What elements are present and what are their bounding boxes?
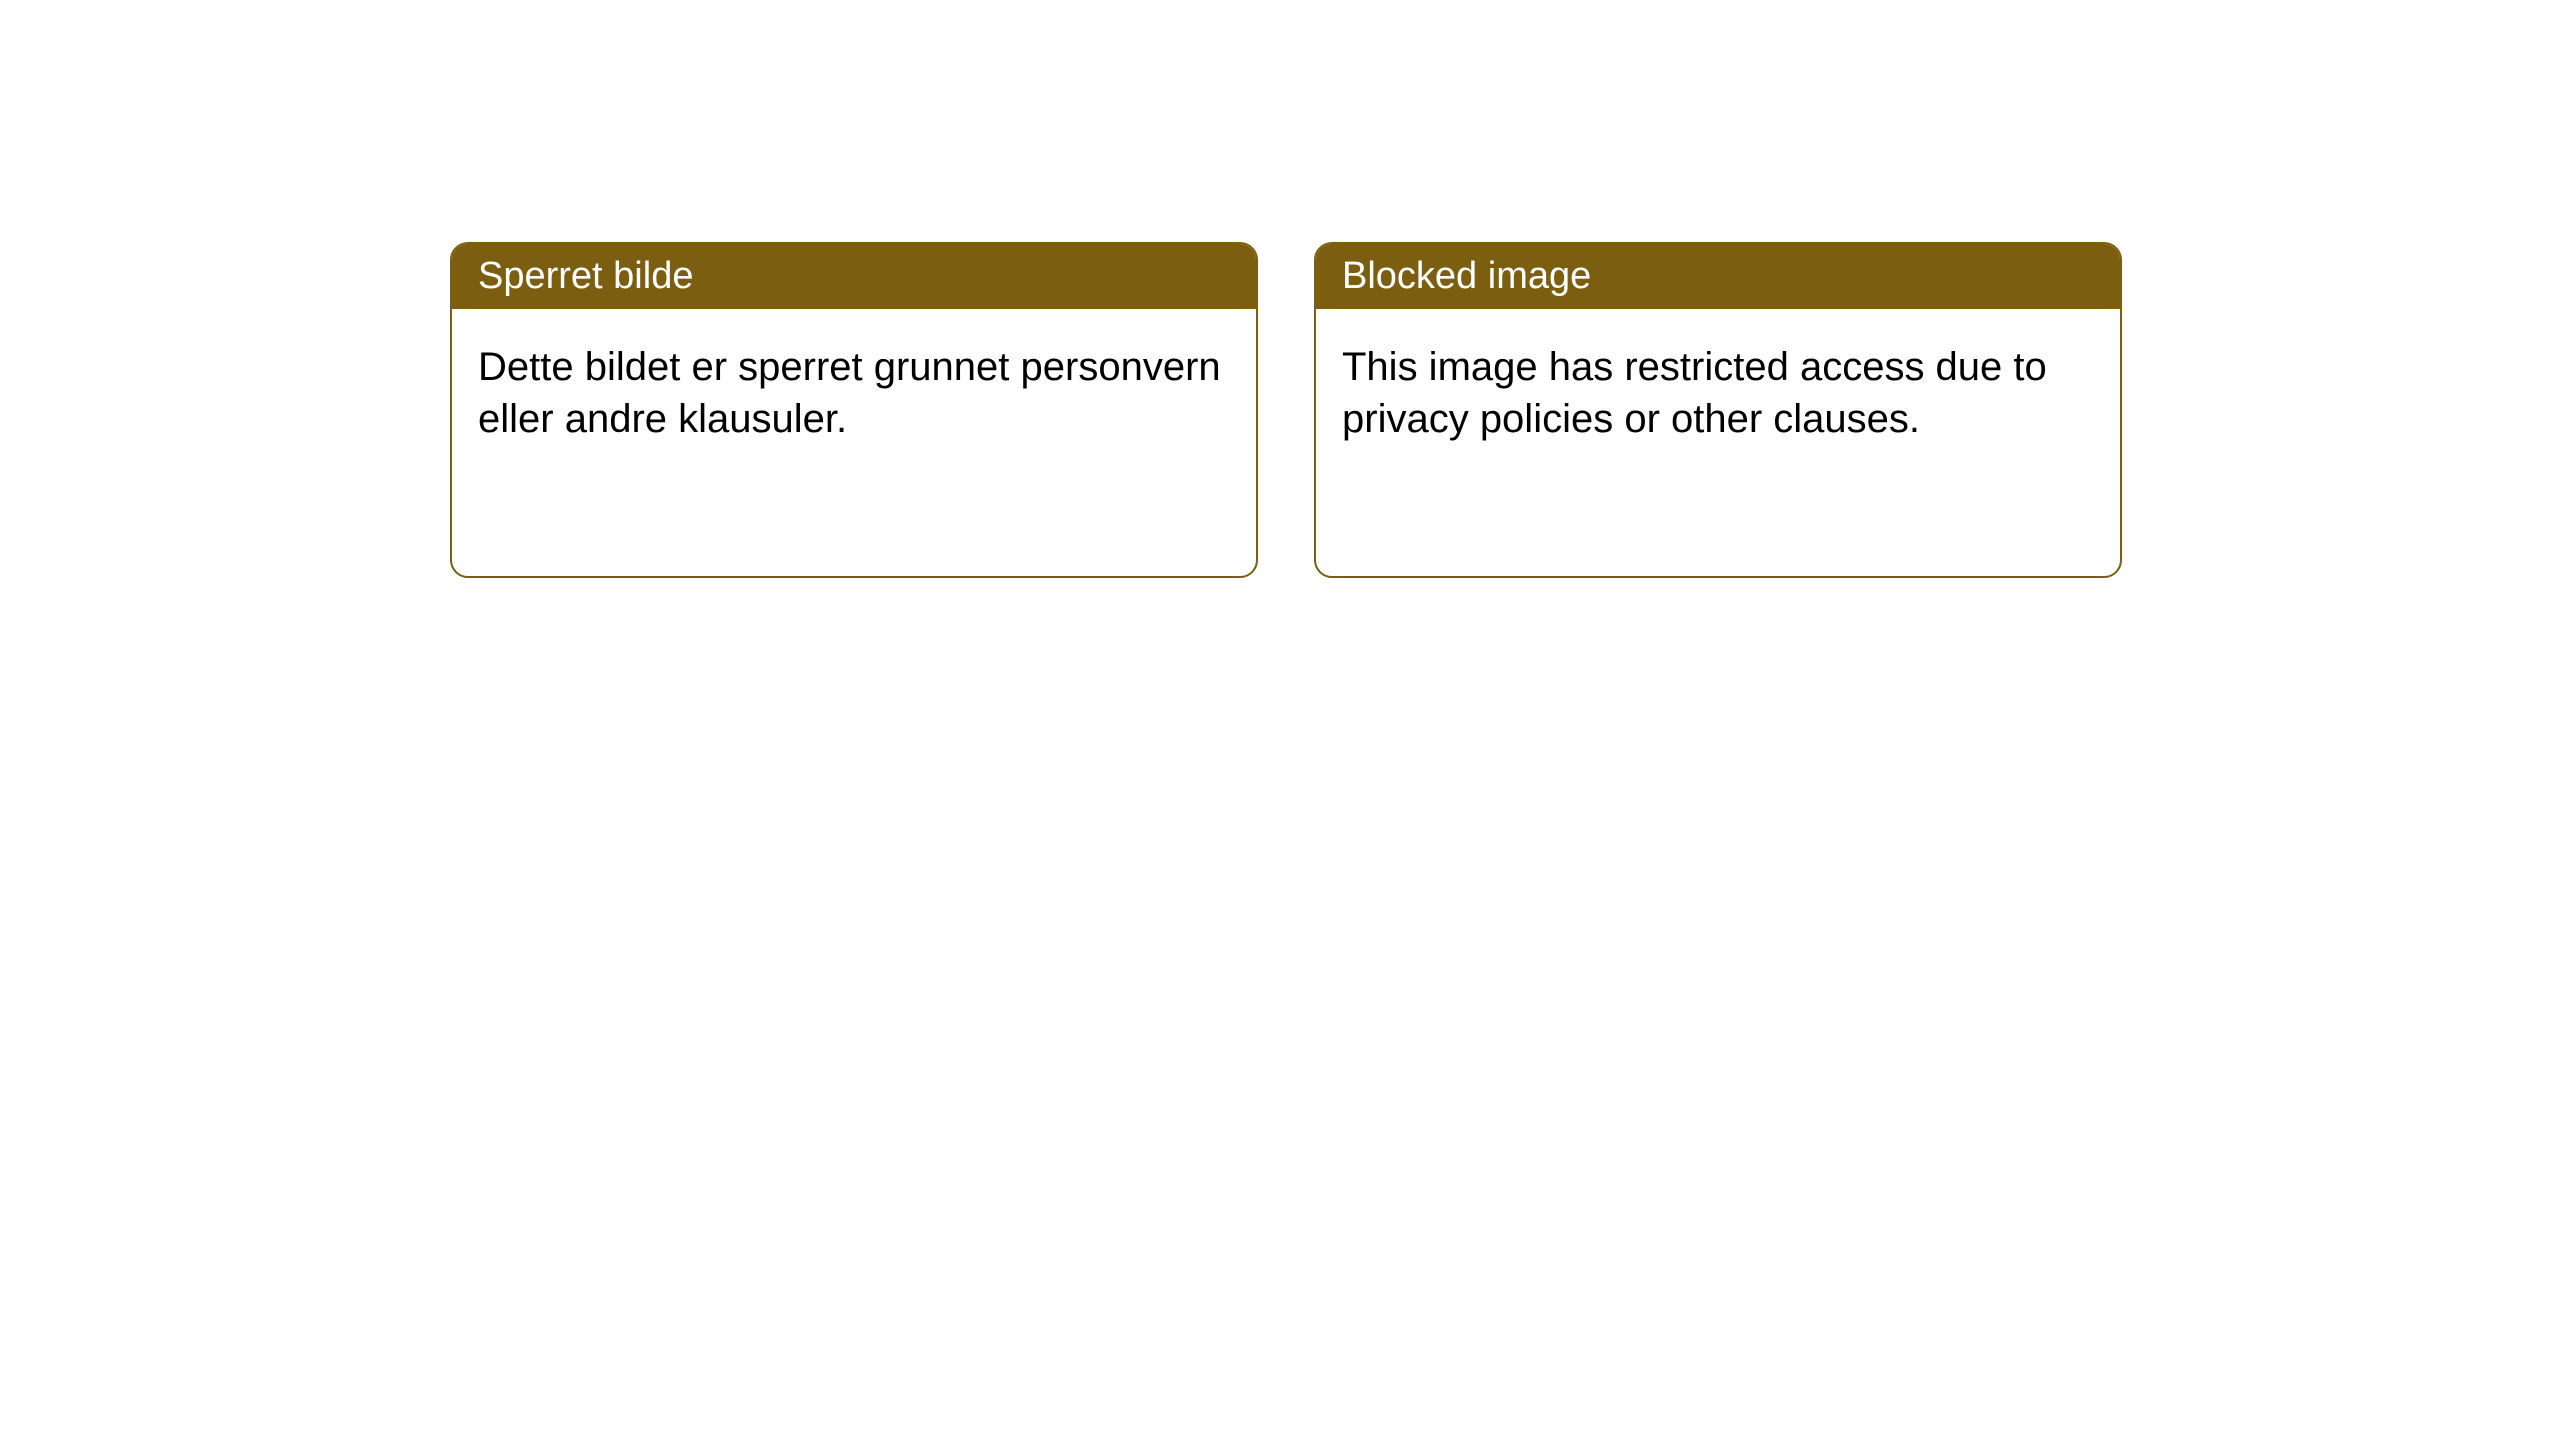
notice-title: Sperret bilde	[478, 255, 693, 297]
notice-title: Blocked image	[1342, 255, 1591, 297]
notice-body-text: This image has restricted access due to …	[1342, 345, 2047, 441]
notice-card-english: Blocked image This image has restricted …	[1314, 242, 2122, 578]
notice-body-text: Dette bildet er sperret grunnet personve…	[478, 345, 1221, 441]
notices-container: Sperret bilde Dette bildet er sperret gr…	[450, 242, 2122, 578]
notice-header: Blocked image	[1316, 244, 2120, 309]
notice-body: Dette bildet er sperret grunnet personve…	[452, 309, 1256, 477]
notice-header: Sperret bilde	[452, 244, 1256, 309]
notice-card-norwegian: Sperret bilde Dette bildet er sperret gr…	[450, 242, 1258, 578]
notice-body: This image has restricted access due to …	[1316, 309, 2120, 477]
